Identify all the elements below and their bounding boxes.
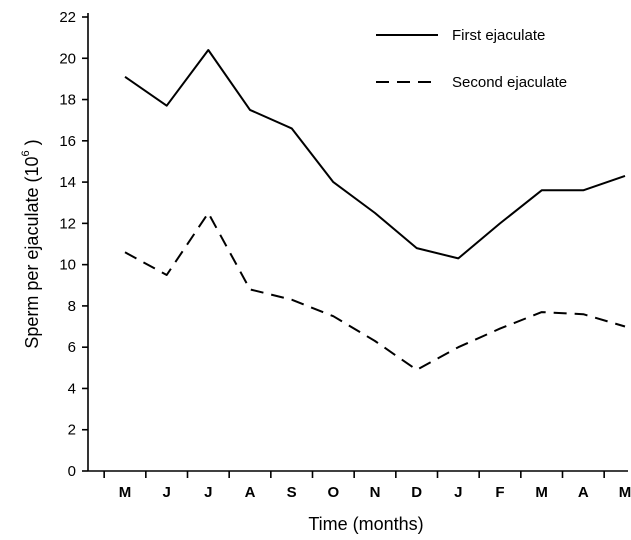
y-axis-title: Sperm per ejaculate (106 ) bbox=[20, 139, 42, 348]
y-tick-label: 0 bbox=[68, 463, 76, 480]
y-tick-label: 10 bbox=[59, 257, 76, 274]
series-line-first-ejaculate bbox=[124, 49, 626, 260]
axes bbox=[87, 13, 628, 472]
y-tick-label: 12 bbox=[59, 215, 76, 232]
y-tick-label: 8 bbox=[68, 298, 76, 315]
legend-label: First ejaculate bbox=[452, 27, 545, 44]
y-axis-title-close: ) bbox=[22, 139, 42, 150]
y-axis-title-main: Sperm per ejaculate (10 bbox=[22, 157, 42, 349]
x-tick-label: F bbox=[495, 484, 504, 501]
y-axis-ticks: 0 2 4 6 8 10 12 14 16 18 20 22 bbox=[59, 9, 88, 480]
x-tick-label: M bbox=[619, 484, 631, 501]
y-tick-label: 4 bbox=[68, 380, 76, 397]
x-tick-label: J bbox=[162, 484, 170, 501]
x-tick-label: M bbox=[535, 484, 548, 501]
y-tick-label: 16 bbox=[59, 133, 76, 150]
x-tick-label: A bbox=[245, 484, 256, 501]
x-tick-label: A bbox=[578, 484, 589, 501]
x-tick-label: S bbox=[287, 484, 297, 501]
y-axis-title-exponent: 6 bbox=[20, 150, 32, 156]
legend-label: Second ejaculate bbox=[452, 74, 567, 91]
x-axis-title: Time (months) bbox=[308, 514, 423, 534]
y-tick-label: 2 bbox=[68, 422, 76, 439]
y-tick-label: 22 bbox=[59, 9, 76, 26]
y-tick-label: 20 bbox=[59, 50, 76, 67]
x-tick-label: D bbox=[411, 484, 422, 501]
x-tick-label: O bbox=[327, 484, 339, 501]
y-tick-label: 14 bbox=[59, 174, 76, 191]
x-tick-label: J bbox=[204, 484, 212, 501]
series-line-second-ejaculate bbox=[124, 212, 626, 371]
y-tick-label: 18 bbox=[59, 92, 76, 109]
x-tick-label: M bbox=[119, 484, 132, 501]
y-tick-label: 6 bbox=[68, 339, 76, 356]
legend: First ejaculate Second ejaculate bbox=[376, 27, 567, 91]
x-tick-label: J bbox=[454, 484, 462, 501]
series-layer bbox=[124, 49, 626, 371]
x-tick-label: N bbox=[370, 484, 381, 501]
